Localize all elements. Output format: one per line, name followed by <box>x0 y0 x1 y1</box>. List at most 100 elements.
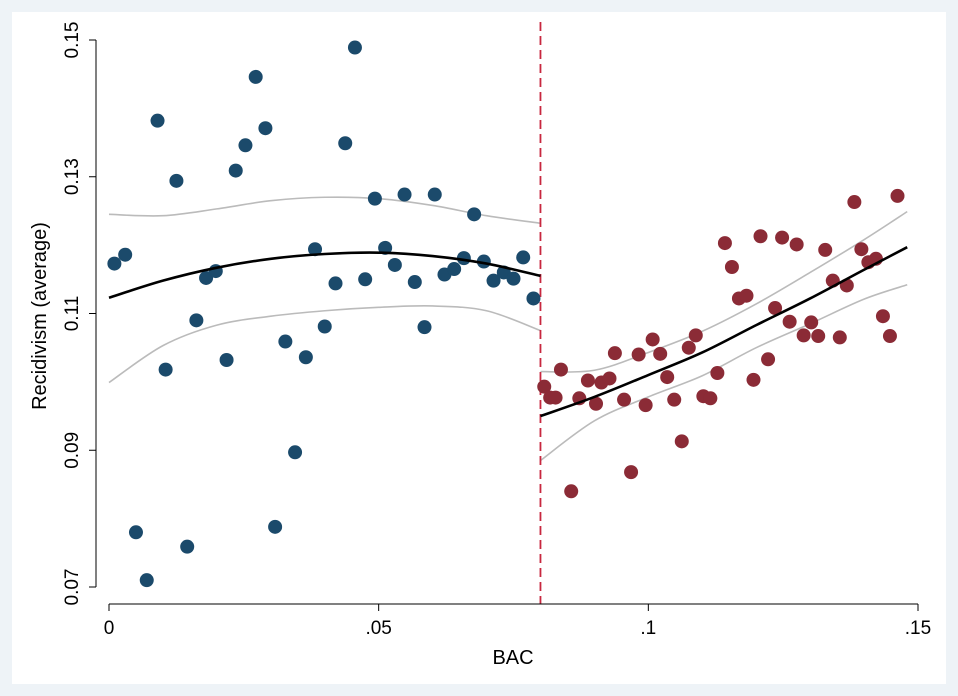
below-cutoff-point <box>248 69 263 84</box>
below-cutoff-point <box>169 173 184 188</box>
above-cutoff-point <box>717 236 732 251</box>
above-cutoff-point <box>832 330 847 345</box>
below-cutoff-point <box>397 187 412 202</box>
below-cutoff-point <box>367 191 382 206</box>
above-cutoff-point <box>548 390 563 405</box>
below-cutoff-point <box>238 138 253 153</box>
above-cutoff-ci-upper-line <box>540 210 908 373</box>
above-cutoff-fit-line <box>540 246 908 418</box>
above-cutoff-point <box>710 365 725 380</box>
x-tick-label: .05 <box>365 618 391 639</box>
below-cutoff-point <box>278 334 293 349</box>
above-cutoff-point <box>645 332 660 347</box>
below-cutoff-point <box>228 163 243 178</box>
above-cutoff-point <box>882 329 897 344</box>
fit-line-layer <box>108 246 908 418</box>
above-cutoff-point <box>804 315 819 330</box>
above-cutoff-point <box>782 314 797 329</box>
above-cutoff-ci-lower-line <box>539 284 908 462</box>
above-cutoff-point <box>580 373 595 388</box>
below-cutoff-point <box>128 525 143 540</box>
above-cutoff-point <box>638 398 653 413</box>
x-axis-title: BAC <box>492 647 533 669</box>
above-cutoff-point <box>681 340 696 355</box>
below-cutoff-point <box>347 40 362 55</box>
below-cutoff-point <box>199 270 214 285</box>
above-cutoff-point <box>688 328 703 343</box>
above-cutoff-point <box>653 346 668 361</box>
below-cutoff-fit-line <box>108 251 541 300</box>
above-cutoff-point <box>607 346 622 361</box>
above-cutoff-point <box>818 242 833 257</box>
above-cutoff-point <box>631 347 646 362</box>
above-cutoff-point <box>775 230 790 245</box>
below-cutoff-point <box>516 250 531 265</box>
above-cutoff-point <box>703 391 718 406</box>
above-cutoff-point <box>746 372 761 387</box>
below-cutoff-point <box>486 273 501 288</box>
below-cutoff-point <box>180 539 195 554</box>
below-cutoff-point <box>298 350 313 365</box>
y-tick-label: 0.11 <box>62 296 83 332</box>
above-cutoff-point <box>674 434 689 449</box>
above-cutoff-point <box>875 309 890 324</box>
above-cutoff-point <box>602 371 617 386</box>
below-cutoff-point <box>288 445 303 460</box>
above-cutoff-point <box>753 229 768 244</box>
y-tick-label: 0.07 <box>62 569 83 606</box>
above-cutoff-point <box>768 301 783 316</box>
above-cutoff-point <box>811 329 826 344</box>
below-cutoff-point <box>387 257 402 272</box>
above-cutoff-point <box>854 242 869 257</box>
above-cutoff-point <box>739 288 754 303</box>
above-cutoff-point <box>789 237 804 252</box>
above-cutoff-point <box>796 328 811 343</box>
below-cutoff-point <box>328 276 343 291</box>
below-cutoff-ci-lower-line <box>108 305 541 384</box>
below-cutoff-point <box>417 320 432 335</box>
below-cutoff-point <box>317 319 332 334</box>
plot-area <box>12 12 946 684</box>
below-cutoff-point <box>150 113 165 128</box>
above-cutoff-point <box>667 392 682 407</box>
above-cutoff-point <box>847 195 862 210</box>
y-axis-title: Recidivism (average) <box>29 222 51 410</box>
below-cutoff-point <box>467 207 482 222</box>
below-cutoff-point <box>338 136 353 151</box>
below-cutoff-point <box>447 262 462 277</box>
below-cutoff-point <box>427 187 442 202</box>
above-cutoff-point <box>564 484 579 499</box>
below-cutoff-point <box>107 256 122 271</box>
points-layer <box>107 40 905 588</box>
above-cutoff-point <box>617 392 632 407</box>
above-cutoff-point <box>624 465 639 480</box>
axes-layer: 0.07 0.09 0.11 0.13 0.15 0 .05 .1 .15 <box>62 22 931 639</box>
above-cutoff-point <box>890 188 905 203</box>
below-cutoff-point <box>308 242 323 257</box>
x-tick-label: .15 <box>905 618 931 639</box>
below-cutoff-point <box>189 313 204 328</box>
y-tick-label: 0.15 <box>62 22 83 59</box>
y-tick-label: 0.09 <box>62 432 83 469</box>
above-cutoff-point <box>724 260 739 274</box>
x-tick-label: 0 <box>104 618 115 639</box>
below-cutoff-point <box>139 573 154 588</box>
below-cutoff-point <box>407 275 422 290</box>
above-cutoff-point <box>589 396 604 411</box>
above-cutoff-point <box>553 362 568 377</box>
below-cutoff-point <box>378 240 393 255</box>
above-cutoff-point <box>761 352 776 367</box>
below-cutoff-point <box>219 353 234 367</box>
below-cutoff-point <box>506 271 521 286</box>
x-tick-label: .1 <box>640 618 656 639</box>
y-tick-label: 0.13 <box>62 158 83 195</box>
below-cutoff-point <box>526 291 541 306</box>
above-cutoff-point <box>537 379 552 394</box>
below-cutoff-point <box>158 362 173 377</box>
below-cutoff-point <box>118 247 133 262</box>
below-cutoff-point <box>268 519 283 534</box>
below-cutoff-point <box>258 121 273 136</box>
above-cutoff-point <box>660 370 675 385</box>
below-cutoff-point <box>358 272 373 287</box>
